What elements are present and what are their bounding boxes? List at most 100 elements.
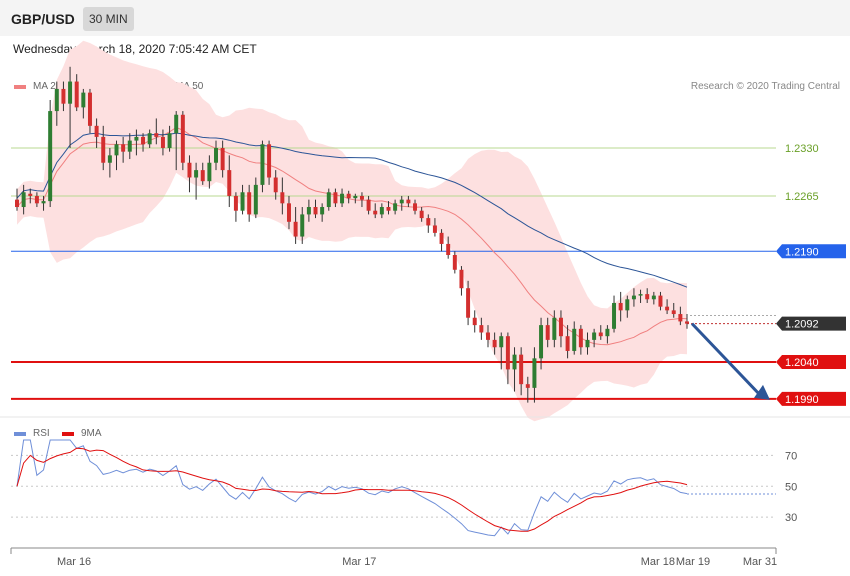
level-label-resistance-2330: 1.2330 [785,143,819,155]
candle-body [333,192,338,204]
candle-body [300,214,305,237]
candle-body [539,325,544,359]
candle-body [41,201,46,204]
candle-body [505,336,510,370]
candle-body [393,203,398,211]
x-tick-label: Mar 31 [743,556,777,568]
candle-body [638,294,643,296]
legend-ma20-swatch [14,84,26,89]
candle-body [127,140,132,152]
legend-rsi: RSI [14,428,50,439]
candle-body [280,192,285,204]
instrument-title: GBP/USD [11,11,75,27]
level-tag-support-2040 [776,355,846,370]
candle-body [167,133,172,148]
candle-body [685,321,689,324]
timeframe-badge[interactable]: 30 MIN [83,7,134,31]
candle-body [359,195,364,200]
candle-body [220,147,225,171]
candle-body [260,144,265,185]
forecast-arrow-shaft [690,322,762,396]
candle-body [134,136,139,141]
candle-body [572,328,577,351]
candle-body [313,207,318,215]
candle-body [81,92,86,108]
level-label-support-2040: 1.2040 [785,357,819,369]
candle-body [585,339,590,348]
candle-body [306,207,311,215]
candle-body [605,328,610,337]
candle-body [671,310,676,315]
level-label-support-1990: 1.1990 [785,394,819,406]
legend-rsi-9ma-label: 9MA [81,428,102,439]
candle-body [174,114,179,134]
candle-body [492,339,497,348]
candle-body [399,199,404,204]
rsi-level-label-30: 30 [785,512,797,524]
candle-body [466,288,471,318]
candle-body [180,114,185,163]
candle-body [121,144,126,152]
x-axis: Mar 16 Mar 17 Mar 18 Mar 19 Mar 31 [10,547,777,568]
level-label-last-price: 1.2092 [785,319,819,331]
candle-body [147,133,152,145]
legend-rsi-swatch [14,431,26,436]
level-tag-pivot-2190 [776,244,846,259]
rsi-panel: 70 50 30 [11,439,797,537]
candle-body [419,210,424,219]
x-tick-label: Mar 17 [342,556,376,568]
candle-body [187,162,192,178]
candle-body [678,314,683,322]
candlesticks [15,66,689,403]
candle-body [658,295,663,307]
candle-body [519,354,524,385]
candle-body [101,136,106,163]
candle-body [253,184,258,215]
candle-body [612,302,617,329]
candle-body [320,207,325,215]
candle-body [107,155,112,163]
candle-body [214,147,218,163]
level-label-pivot-2190: 1.2190 [785,246,819,258]
rsi-line [16,439,688,537]
level-tag-last-price [776,316,846,331]
bollinger-bands [17,40,687,422]
x-tick-label: Mar 19 [676,556,710,568]
candle-body [293,221,298,237]
candle-body [592,332,597,340]
candle-body [353,195,358,199]
candle-body [61,88,66,104]
candle-body [154,133,159,137]
candle-body [618,302,623,311]
candle-body [532,358,537,388]
candle-body [54,88,59,112]
level-tag-support-1990 [776,391,846,406]
candle-body [446,243,451,255]
ma50-line [16,132,688,288]
candle-body [625,299,630,311]
candle-body [512,354,517,370]
x-tick-label: Mar 16 [57,556,91,568]
candle-body [452,255,457,270]
candle-body [459,269,464,289]
candle-body [379,207,384,215]
candle-body [479,325,484,333]
candle-body [386,207,391,211]
candle-body [94,125,99,137]
rsi-level-label-70: 70 [785,450,797,462]
forecast-arrow-head [754,384,770,400]
candle-body [406,199,411,204]
copyright: Research © 2020 Trading Central [690,81,840,92]
candle-body [240,192,245,211]
candle-body [15,199,19,208]
forecast-arrow [690,322,770,400]
candle-body [286,203,291,222]
candle-body [34,195,39,204]
candle-body [207,162,212,182]
header-bar: GBP/USD 30 MIN [0,0,850,36]
candle-body [525,384,530,388]
candle-body [413,203,418,211]
candle-body [68,81,73,104]
candle-body [373,210,378,215]
candle-body [545,325,550,340]
